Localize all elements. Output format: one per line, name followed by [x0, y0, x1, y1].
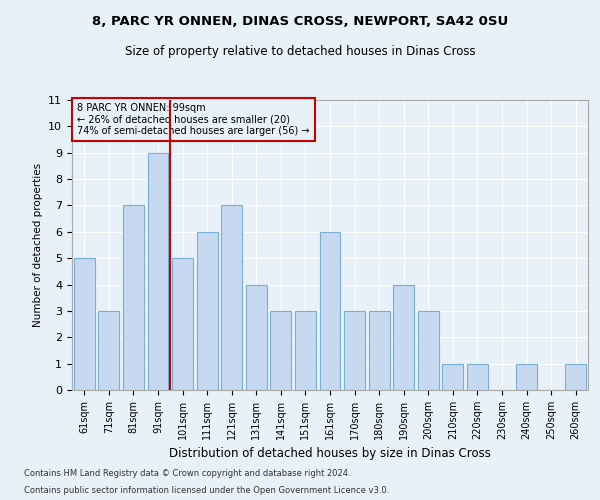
X-axis label: Distribution of detached houses by size in Dinas Cross: Distribution of detached houses by size … [169, 448, 491, 460]
Bar [271, 311, 292, 390]
Bar [172, 258, 193, 390]
Bar [221, 206, 242, 390]
Bar [148, 152, 169, 390]
Bar [74, 258, 95, 390]
Bar [98, 311, 119, 390]
Bar [393, 284, 414, 390]
Bar [320, 232, 340, 390]
Bar [418, 311, 439, 390]
Bar [516, 364, 537, 390]
Bar [442, 364, 463, 390]
Bar [368, 311, 389, 390]
Text: 8, PARC YR ONNEN, DINAS CROSS, NEWPORT, SA42 0SU: 8, PARC YR ONNEN, DINAS CROSS, NEWPORT, … [92, 15, 508, 28]
Text: Size of property relative to detached houses in Dinas Cross: Size of property relative to detached ho… [125, 45, 475, 58]
Bar [344, 311, 365, 390]
Bar [565, 364, 586, 390]
Bar [197, 232, 218, 390]
Y-axis label: Number of detached properties: Number of detached properties [33, 163, 43, 327]
Bar [123, 206, 144, 390]
Text: 8 PARC YR ONNEN: 99sqm
← 26% of detached houses are smaller (20)
74% of semi-det: 8 PARC YR ONNEN: 99sqm ← 26% of detached… [77, 103, 310, 136]
Text: Contains public sector information licensed under the Open Government Licence v3: Contains public sector information licen… [24, 486, 389, 495]
Bar [246, 284, 267, 390]
Bar [467, 364, 488, 390]
Text: Contains HM Land Registry data © Crown copyright and database right 2024.: Contains HM Land Registry data © Crown c… [24, 468, 350, 477]
Bar [295, 311, 316, 390]
